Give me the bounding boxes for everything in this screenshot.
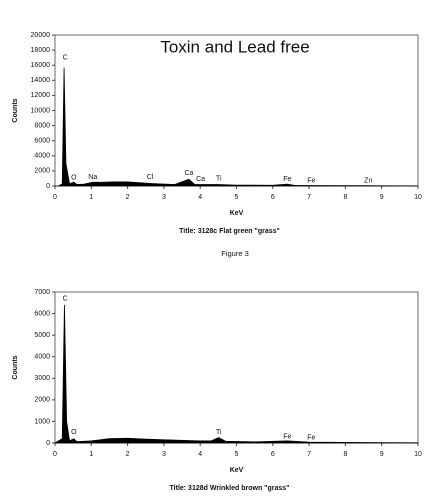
x-tick-label: 6 <box>271 451 275 458</box>
x-tick-label: 8 <box>343 451 347 458</box>
plot-frame <box>54 291 419 444</box>
x-tick-label: 0 <box>53 451 57 458</box>
peak-label: Ti <box>216 429 222 436</box>
y-tick-label: 0 <box>46 440 50 447</box>
x-tick-label: 10 <box>414 194 422 201</box>
x-tick-label: 9 <box>380 451 384 458</box>
x-tick-label: 8 <box>343 194 347 201</box>
x-axis-label: KeV <box>230 210 244 217</box>
peak-label: Cl <box>147 174 154 181</box>
chart-caption: Title: 3128c Flat green "grass" <box>179 228 280 235</box>
x-tick-label: 7 <box>307 451 311 458</box>
y-axis-label: Counts <box>12 98 19 122</box>
x-tick-label: 0 <box>53 194 57 201</box>
y-tick-label: 18000 <box>31 47 51 54</box>
x-tick-label: 3 <box>162 451 166 458</box>
y-axis-label: Counts <box>12 355 19 379</box>
peak-label: O <box>71 429 77 436</box>
y-tick-label: 10000 <box>31 107 51 114</box>
x-tick-label: 5 <box>235 194 239 201</box>
peak-label: Fe <box>283 433 291 440</box>
figure-caption: Figure 3 <box>221 249 249 258</box>
y-tick-label: 4000 <box>34 354 50 361</box>
y-tick-label: 2000 <box>34 397 50 404</box>
y-tick-label: 8000 <box>34 122 50 129</box>
peak-label: Ca <box>184 170 193 177</box>
chart-caption: Title: 3128d Wrinkled brown "grass" <box>170 485 290 492</box>
peak-label: Zn <box>364 178 372 185</box>
x-tick-label: 6 <box>271 194 275 201</box>
x-tick-label: 2 <box>126 194 130 201</box>
y-tick-label: 14000 <box>31 77 51 84</box>
peak-label: Fe <box>307 434 315 441</box>
peak-label: Ti <box>216 175 222 182</box>
peak-label: Ca <box>196 176 205 183</box>
peak-label: Fe <box>307 178 315 185</box>
x-tick-label: 5 <box>235 451 239 458</box>
y-tick-label: 2000 <box>34 168 50 175</box>
x-tick-label: 7 <box>307 194 311 201</box>
y-tick-label: 5000 <box>34 332 50 339</box>
x-tick-label: 4 <box>198 194 202 201</box>
spectrum <box>55 67 419 187</box>
x-tick-label: 2 <box>126 451 130 458</box>
y-tick-label: 1000 <box>34 418 50 425</box>
peak-label: Fe <box>283 176 291 183</box>
peak-label: O <box>71 175 77 182</box>
chart-title: Toxin and Lead free <box>160 37 309 56</box>
x-tick-label: 4 <box>198 451 202 458</box>
y-tick-label: 20000 <box>31 32 51 39</box>
x-tick-label: 3 <box>162 194 166 201</box>
y-tick-label: 16000 <box>31 62 51 69</box>
plot-frame <box>54 34 419 187</box>
y-tick-label: 6000 <box>34 138 50 145</box>
y-tick-label: 3000 <box>34 375 50 382</box>
peak-label: Na <box>88 174 97 181</box>
x-tick-label: 9 <box>380 194 384 201</box>
peak-label: C <box>63 54 68 61</box>
y-tick-label: 12000 <box>31 92 51 99</box>
y-tick-label: 0 <box>46 183 50 190</box>
x-tick-label: 1 <box>89 451 93 458</box>
x-tick-label: 1 <box>89 194 93 201</box>
y-tick-label: 7000 <box>34 289 50 296</box>
spectrum <box>53 304 419 444</box>
peak-label: C <box>63 295 68 302</box>
y-tick-label: 4000 <box>34 153 50 160</box>
y-tick-label: 6000 <box>34 310 50 317</box>
x-axis-label: KeV <box>230 467 244 474</box>
x-tick-label: 10 <box>414 451 422 458</box>
